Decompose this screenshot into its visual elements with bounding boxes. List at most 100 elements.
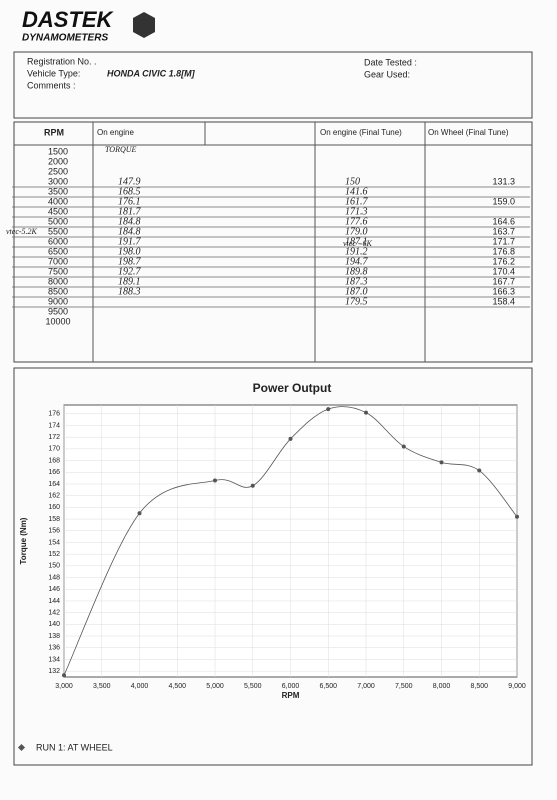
y-tick-label: 148 bbox=[48, 574, 60, 581]
rpm-cell: 2000 bbox=[48, 156, 68, 166]
torque-cell: 171.7 bbox=[492, 236, 515, 246]
torque-cell: 187.1 bbox=[345, 236, 368, 247]
y-tick-label: 150 bbox=[48, 563, 60, 570]
data-point bbox=[62, 673, 66, 678]
torque-cell: 181.7 bbox=[118, 206, 142, 217]
info-text: Gear Used: bbox=[364, 69, 410, 79]
y-tick-label: 160 bbox=[48, 504, 60, 511]
x-tick-label: 4,500 bbox=[168, 683, 186, 690]
y-tick-label: 162 bbox=[48, 493, 60, 500]
rpm-cell: 1500 bbox=[48, 146, 68, 156]
data-point bbox=[250, 483, 255, 488]
table-box bbox=[13, 121, 533, 363]
x-tick-label: 5,000 bbox=[206, 683, 224, 690]
y-tick-label: 168 bbox=[48, 457, 60, 464]
legend-marker bbox=[17, 743, 26, 752]
x-tick-label: 6,000 bbox=[282, 683, 300, 690]
rpm-cell: 9500 bbox=[48, 306, 68, 316]
x-tick-label: 9,000 bbox=[508, 683, 526, 690]
torque-cell: 194.7 bbox=[345, 256, 369, 267]
torque-cell: 192.7 bbox=[118, 266, 142, 277]
y-axis-label: Torque (Nm) bbox=[19, 517, 28, 564]
x-tick-label: 7,000 bbox=[357, 683, 375, 690]
rpm-cell: 5500 bbox=[48, 226, 68, 236]
torque-cell: 176.2 bbox=[492, 256, 515, 266]
table-rules bbox=[14, 122, 532, 362]
torque-cell: 187.0 bbox=[345, 286, 368, 297]
torque-cell: 177.6 bbox=[345, 216, 368, 227]
rpm-cell: 8500 bbox=[48, 286, 68, 296]
y-tick-label: 164 bbox=[48, 481, 60, 488]
logo-subtitle: DYNAMOMETERS bbox=[22, 33, 108, 44]
y-tick-label: 156 bbox=[48, 528, 60, 535]
x-tick-label: 6,500 bbox=[319, 683, 337, 690]
x-tick-label: 5,500 bbox=[244, 683, 262, 690]
y-tick-label: 174 bbox=[48, 422, 60, 429]
torque-cell: 163.7 bbox=[492, 226, 515, 236]
info-text: Comments : bbox=[27, 80, 76, 90]
logo-brand: DASTEK bbox=[22, 7, 115, 32]
table-header: On Wheel (Final Tune) bbox=[428, 128, 509, 137]
y-tick-label: 144 bbox=[48, 598, 60, 605]
rpm-cell: 7000 bbox=[48, 256, 68, 266]
data-point bbox=[288, 436, 293, 441]
x-tick-label: 3,500 bbox=[93, 683, 111, 690]
torque-cell: 168.5 bbox=[118, 186, 141, 197]
y-tick-label: 170 bbox=[48, 446, 60, 453]
y-tick-label: 134 bbox=[48, 656, 60, 663]
info-text: Registration No. . bbox=[27, 56, 97, 66]
torque-cell: 166.3 bbox=[492, 286, 515, 296]
torque-cell: 176.8 bbox=[492, 246, 515, 256]
y-tick-label: 136 bbox=[48, 645, 60, 652]
torque-cell: 179.5 bbox=[345, 296, 368, 307]
annotation: vtec - 6K bbox=[343, 239, 373, 248]
torque-cell: 198.7 bbox=[118, 256, 142, 267]
x-tick-label: 8,500 bbox=[470, 683, 488, 690]
y-tick-label: 172 bbox=[48, 434, 60, 441]
info-text: Vehicle Type: bbox=[27, 68, 80, 78]
torque-cell: 167.7 bbox=[492, 276, 515, 286]
torque-cell: 198.0 bbox=[118, 246, 141, 257]
rpm-cell: 5000 bbox=[48, 216, 68, 226]
y-tick-label: 176 bbox=[48, 411, 60, 418]
info-box bbox=[13, 51, 533, 119]
y-tick-label: 132 bbox=[48, 668, 60, 675]
torque-cell: 188.3 bbox=[118, 286, 141, 297]
torque-cell: 147.9 bbox=[118, 176, 141, 187]
logo-icon bbox=[133, 12, 155, 38]
chart-box bbox=[13, 367, 533, 766]
chart-title: Power Output bbox=[253, 381, 332, 395]
torque-cell: 150 bbox=[345, 176, 360, 187]
y-tick-label: 146 bbox=[48, 586, 60, 593]
rpm-cell: 6000 bbox=[48, 236, 68, 246]
torque-cell: 164.6 bbox=[492, 216, 515, 226]
x-axis-label: RPM bbox=[282, 691, 300, 700]
y-tick-label: 158 bbox=[48, 516, 60, 523]
torque-cell: 189.8 bbox=[345, 266, 368, 277]
x-tick-label: 7,500 bbox=[395, 683, 413, 690]
rpm-cell: 3000 bbox=[48, 176, 68, 186]
torque-cell: 176.1 bbox=[118, 196, 141, 207]
torque-line bbox=[63, 406, 518, 676]
rpm-cell: 8000 bbox=[48, 276, 68, 286]
torque-cell: 131.3 bbox=[492, 176, 515, 186]
x-tick-label: 8,000 bbox=[433, 683, 451, 690]
rpm-cell: 4500 bbox=[48, 206, 68, 216]
legend-label: RUN 1: AT WHEEL bbox=[36, 742, 113, 752]
x-tick-label: 4,000 bbox=[131, 683, 149, 690]
torque-cell: 189.1 bbox=[118, 276, 141, 287]
y-tick-label: 152 bbox=[48, 551, 60, 558]
table-header: RPM bbox=[44, 127, 64, 137]
data-point bbox=[401, 444, 406, 449]
data-point bbox=[213, 478, 217, 483]
torque-cell: 159.0 bbox=[492, 196, 515, 206]
torque-cell: 191.7 bbox=[118, 236, 142, 247]
y-tick-label: 138 bbox=[48, 633, 60, 640]
y-tick-label: 140 bbox=[48, 621, 60, 628]
table-header: On engine bbox=[97, 128, 134, 137]
torque-cell: 170.4 bbox=[492, 266, 515, 276]
data-point bbox=[477, 468, 482, 473]
torque-cell: 179.0 bbox=[345, 226, 368, 237]
torque-cell: 161.7 bbox=[345, 196, 369, 207]
